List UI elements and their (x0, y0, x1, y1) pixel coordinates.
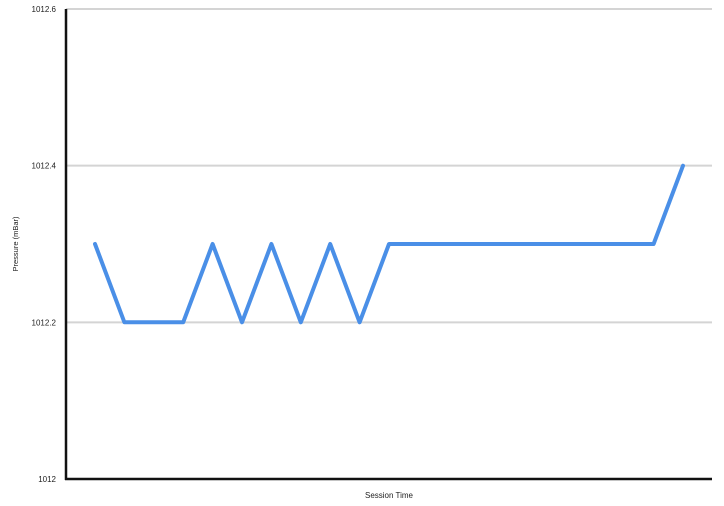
y-tick-labels: 1012 1012.2 1012.4 1012.6 (32, 5, 57, 484)
y-tick-label: 1012.2 (32, 318, 57, 327)
x-axis-label: Session Time (365, 491, 414, 500)
gridlines (66, 8, 712, 324)
series-line (93, 163, 685, 325)
y-tick-label: 1012.4 (32, 162, 57, 171)
y-tick-label: 1012 (38, 475, 56, 484)
y-axis-label: Pressure (mBar) (11, 216, 20, 272)
series (93, 163, 685, 325)
axes (64, 9, 712, 481)
y-tick-label: 1012.6 (32, 5, 57, 14)
